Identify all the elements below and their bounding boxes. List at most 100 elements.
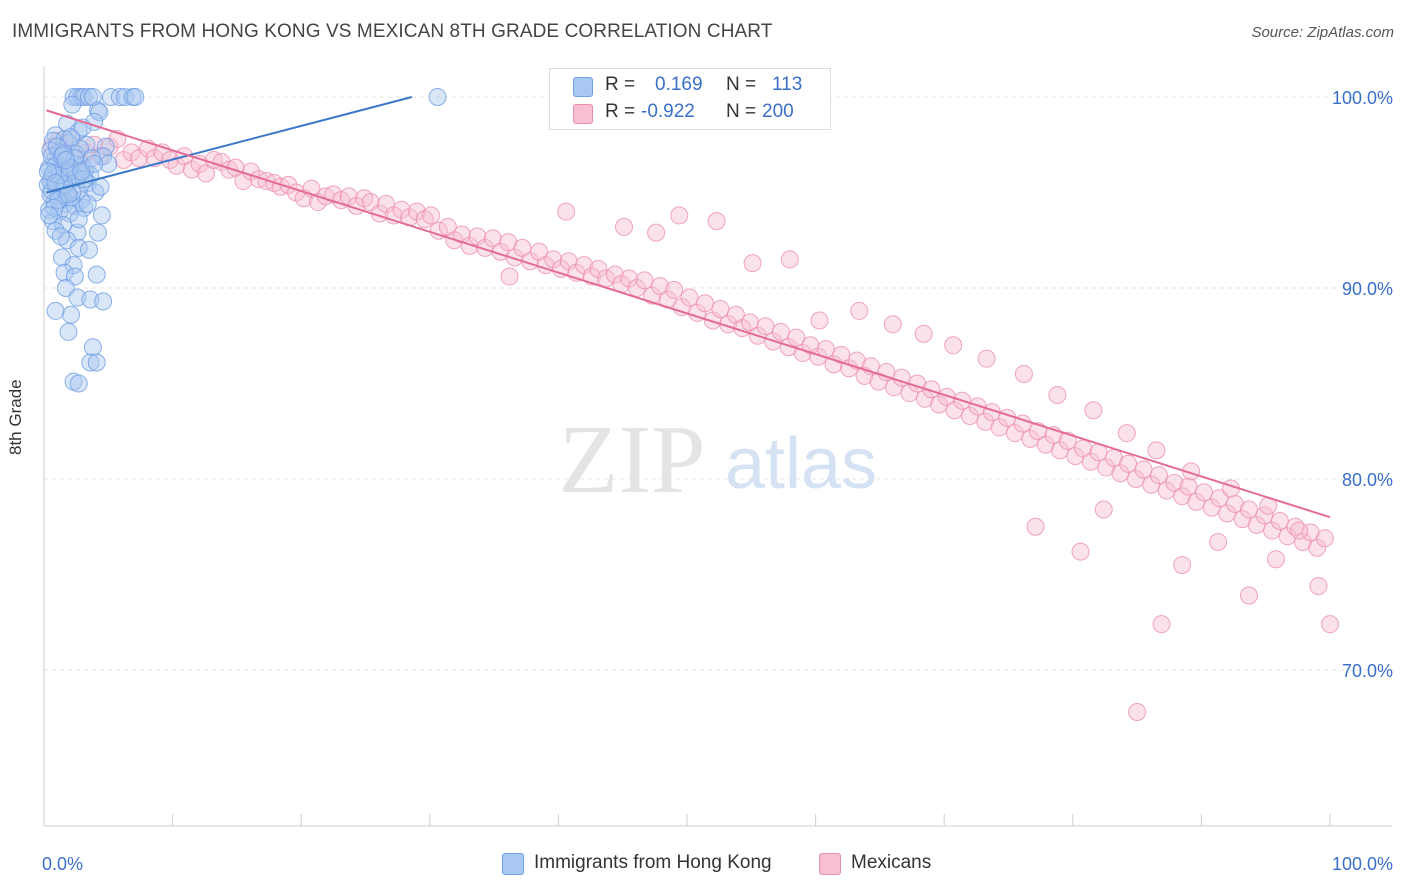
data-point (40, 206, 59, 225)
data-point (99, 154, 118, 173)
series-swatch-mexicans (573, 104, 593, 124)
data-point (94, 292, 113, 311)
watermark: ZIP atlas (559, 406, 878, 514)
watermark-zip: ZIP (559, 406, 706, 514)
data-point (1014, 364, 1033, 383)
trend-line (46, 96, 413, 194)
y-tick-label: 90.0% (1342, 279, 1393, 299)
source-label: Source: ZipAtlas.com (1251, 24, 1394, 41)
data-point (56, 151, 75, 170)
data-point (89, 223, 108, 242)
data-point (85, 154, 104, 173)
data-point (47, 137, 66, 156)
series-swatch-hong-kong (573, 77, 593, 97)
trend-line (46, 109, 1331, 519)
data-point (46, 173, 65, 192)
legend-swatch (502, 853, 524, 875)
data-point (500, 267, 519, 286)
trend-lines (46, 96, 1331, 519)
data-point (197, 164, 216, 183)
data-point (711, 300, 730, 319)
data-point (167, 156, 186, 175)
data-point (1239, 586, 1258, 605)
data-point (114, 151, 133, 170)
tick-labels: 100.0% 90.0% 80.0% 70.0% 0.0% 100.0% (42, 88, 1393, 874)
data-point (780, 250, 799, 269)
data-point (116, 88, 135, 106)
data-point (1315, 529, 1334, 548)
data-point (643, 286, 662, 305)
data-point (1173, 555, 1192, 574)
data-point (62, 128, 81, 147)
data-point (1117, 424, 1136, 443)
data-point (937, 387, 956, 406)
data-point (460, 236, 479, 255)
data-point (1128, 703, 1147, 722)
data-point (80, 240, 99, 259)
data-point (1119, 454, 1138, 473)
r-value: 0.169 (655, 74, 703, 95)
data-point (1194, 483, 1213, 502)
data-point (1308, 538, 1327, 557)
data-point (110, 88, 129, 106)
data-point (582, 267, 601, 286)
data-point (87, 353, 106, 372)
legend-label: Mexicans (851, 852, 932, 873)
data-point (220, 160, 239, 179)
data-point (90, 103, 109, 122)
watermark-atlas: atlas (725, 424, 877, 504)
data-point (1290, 521, 1309, 540)
r-value: -0.922 (641, 101, 695, 122)
data-point (78, 194, 97, 213)
data-point (922, 380, 941, 399)
data-point (589, 259, 608, 278)
data-point (680, 288, 699, 307)
data-point (68, 223, 87, 242)
data-point (914, 324, 933, 343)
n-value: 200 (762, 101, 794, 122)
data-point (944, 336, 963, 355)
y-tick-label: 70.0% (1342, 661, 1393, 681)
data-point (883, 315, 902, 334)
data-point (429, 221, 448, 240)
data-point (1179, 477, 1198, 496)
data-point (1048, 385, 1067, 404)
data-point (1058, 431, 1077, 450)
data-point (59, 322, 78, 341)
data-point (130, 149, 149, 168)
data-point (756, 317, 775, 336)
data-point (670, 206, 689, 225)
series-points (38, 88, 447, 393)
data-point (513, 238, 532, 257)
data-point (741, 313, 760, 332)
data-point (1152, 615, 1171, 634)
data-point (56, 279, 75, 297)
data-point (483, 229, 502, 248)
data-point (850, 301, 869, 320)
data-point (81, 353, 100, 372)
n-label: N = (726, 101, 757, 122)
data-point (551, 259, 570, 278)
data-point (1239, 500, 1258, 519)
data-point (83, 338, 102, 357)
y-tick-label: 100.0% (1332, 88, 1393, 108)
data-point (1266, 550, 1285, 569)
data-point (647, 223, 666, 242)
data-point (557, 202, 576, 221)
data-point (62, 305, 81, 324)
data-point (476, 238, 495, 257)
data-point (1270, 512, 1289, 531)
data-point (614, 217, 633, 236)
r-label: R = (605, 74, 636, 95)
data-point (83, 88, 102, 106)
x-tick-label: 100.0% (1332, 854, 1393, 874)
data-point (977, 349, 996, 368)
data-point (771, 322, 790, 341)
data-point (46, 301, 65, 320)
data-point (46, 221, 65, 240)
data-point (1134, 460, 1153, 479)
y-tick-label: 80.0% (1342, 470, 1393, 490)
data-point (1026, 517, 1045, 536)
data-point (605, 265, 624, 284)
data-point (665, 280, 684, 299)
